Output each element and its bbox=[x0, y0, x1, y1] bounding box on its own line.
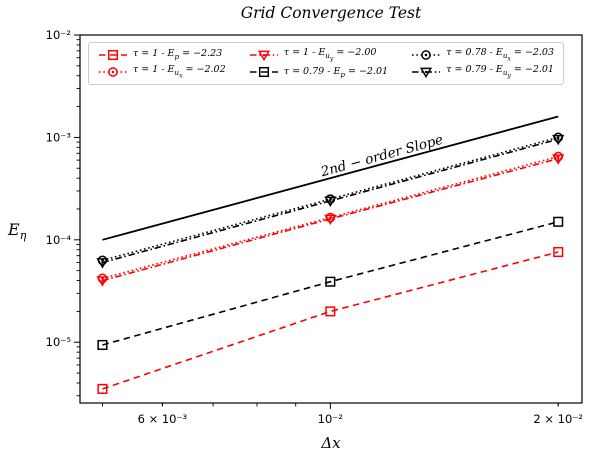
circle-marker-dot bbox=[101, 259, 104, 262]
triangle-down-marker bbox=[96, 258, 109, 269]
y-tick-label: 10⁻² bbox=[46, 28, 71, 42]
y-tick-label: 10⁻⁵ bbox=[46, 335, 72, 349]
legend-line-sample bbox=[99, 49, 127, 60]
series-line bbox=[102, 251, 559, 390]
triangle-down-marker bbox=[552, 134, 565, 146]
triangle-marker-dot bbox=[425, 70, 428, 74]
square-marker bbox=[97, 383, 108, 394]
y-axis-label-sub: η bbox=[19, 229, 27, 243]
legend-entry: τ = 1 - Eux = −2.02 bbox=[98, 64, 226, 80]
y-tick-label: 10⁻⁴ bbox=[46, 233, 72, 247]
circle-marker-dot bbox=[556, 136, 560, 139]
circle-marker-dot bbox=[329, 197, 332, 201]
circle-marker bbox=[108, 67, 118, 77]
series-line bbox=[102, 221, 559, 346]
triangle-marker-dot bbox=[557, 138, 560, 141]
triangle-marker-dot bbox=[101, 279, 104, 282]
legend-line-sample bbox=[412, 67, 441, 78]
x-axis-label: Δx bbox=[321, 434, 341, 452]
legend-entry: τ = 0.78 - Eux = −2.03 bbox=[411, 47, 554, 62]
x-tick-label: 6 × 10⁻³ bbox=[138, 412, 188, 426]
circle-marker-dot bbox=[425, 53, 428, 56]
y-axis-label-base: E bbox=[8, 220, 20, 239]
legend: τ = 1 - Ep = −2.23 τ = 1 - Euy = −2.00 τ =… bbox=[88, 42, 564, 85]
chart-title: Grid Convergence Test bbox=[240, 4, 422, 22]
series-line bbox=[102, 155, 559, 280]
triangle-marker-dot bbox=[329, 217, 332, 221]
circle-marker-dot bbox=[556, 155, 560, 158]
triangle-marker-dot bbox=[262, 53, 265, 56]
circle-marker bbox=[421, 49, 432, 60]
legend-line-sample bbox=[99, 67, 127, 77]
legend-entry: τ = 1 - Ep = −2.23 bbox=[98, 48, 226, 61]
triangle-down-marker bbox=[96, 276, 109, 287]
triangle-marker-dot bbox=[557, 157, 560, 160]
reference-slope-line bbox=[102, 115, 559, 241]
triangle-down-marker bbox=[552, 154, 565, 165]
legend-entry-label: τ = 1 - Euy = −2.00 bbox=[283, 47, 377, 63]
y-tick-label: 10⁻³ bbox=[46, 130, 72, 144]
series-line bbox=[102, 136, 559, 262]
triangle-marker-dot bbox=[329, 199, 332, 203]
legend-entry-label: τ = 1 - Eux = −2.02 bbox=[133, 64, 226, 80]
square-marker bbox=[258, 66, 269, 78]
circle-marker-dot bbox=[101, 277, 104, 280]
triangle-marker-dot bbox=[101, 261, 104, 264]
square-marker bbox=[97, 339, 108, 351]
circle-marker-dot bbox=[111, 70, 115, 74]
legend-entry: τ = 1 - Euy = −2.00 bbox=[249, 47, 388, 62]
legend-entry-label: τ = 1 - Ep = −2.23 bbox=[133, 48, 223, 62]
square-marker bbox=[553, 246, 564, 258]
series-line bbox=[102, 138, 559, 264]
legend-line-sample bbox=[412, 49, 441, 60]
legend-line-sample bbox=[249, 50, 278, 61]
legend-entry-label: τ = 0.78 - Eux = −2.03 bbox=[446, 47, 554, 63]
square-marker bbox=[107, 49, 119, 60]
y-axis-label: Eη bbox=[8, 220, 26, 242]
square-marker bbox=[325, 276, 336, 287]
triangle-down-marker bbox=[257, 50, 270, 61]
legend-line-sample bbox=[249, 66, 278, 78]
legend-entry: τ = 0.79 - Euy = −2.01 bbox=[411, 64, 554, 80]
triangle-down-marker bbox=[324, 196, 337, 207]
x-tick-label: 2 × 10⁻² bbox=[533, 412, 583, 426]
legend-entry-label: τ = 0.79 - Ep = −2.01 bbox=[283, 65, 389, 79]
square-marker bbox=[553, 216, 564, 227]
series-line bbox=[102, 157, 559, 282]
legend-entry: τ = 0.79 - Ep = −2.01 bbox=[249, 65, 389, 79]
triangle-down-marker bbox=[324, 214, 337, 225]
triangle-down-marker bbox=[420, 67, 433, 78]
legend-entry-label: τ = 0.79 - Euy = −2.01 bbox=[446, 64, 554, 80]
square-marker bbox=[325, 306, 336, 317]
x-tick-label: 10⁻² bbox=[318, 412, 343, 426]
axes-frame bbox=[79, 34, 583, 404]
